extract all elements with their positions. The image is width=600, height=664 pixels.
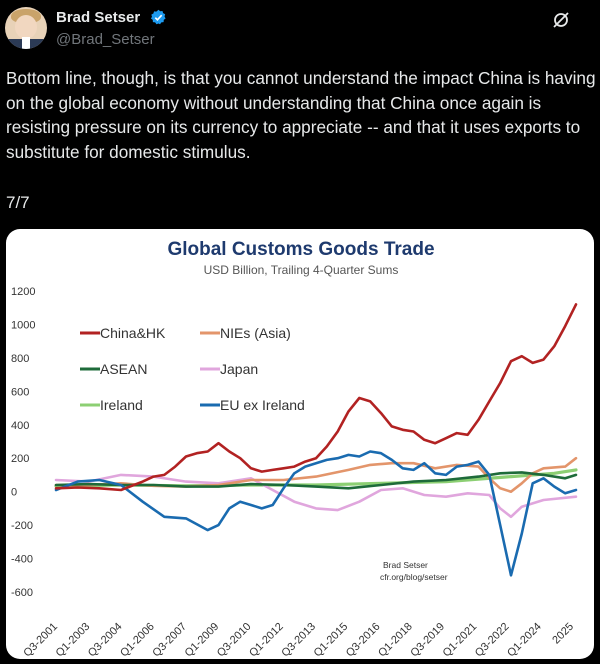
y-tick-label: 200: [11, 453, 29, 465]
x-tick-label: Q3-2004: [86, 621, 125, 659]
legend-label: NIEs (Asia): [220, 325, 291, 341]
y-tick-label: -600: [11, 587, 33, 599]
legend-label: ASEAN: [100, 361, 147, 377]
y-tick-label: 1200: [11, 286, 35, 298]
chart-annotation-url: cfr.org/blog/setser: [380, 572, 448, 582]
x-tick-label: Q3-2010: [215, 621, 254, 659]
x-tick-label: Q1-2015: [312, 621, 351, 659]
x-tick-label: Q3-2007: [150, 621, 189, 659]
legend-label: Ireland: [100, 397, 143, 413]
avatar[interactable]: [5, 7, 47, 49]
x-tick-label: Q3-2013: [279, 621, 318, 659]
chart-image[interactable]: Global Customs Goods Trade USD Billion, …: [6, 229, 594, 659]
chart-subtitle: USD Billion, Trailing 4-Quarter Sums: [204, 263, 399, 277]
thread-count: 7/7: [6, 193, 30, 212]
y-tick-label: -200: [11, 520, 33, 532]
verified-badge-icon: [150, 9, 166, 25]
x-tick-label: Q1-2018: [376, 621, 415, 659]
x-tick-label: Q1-2012: [247, 621, 286, 659]
x-tick-label: Q1-2006: [118, 621, 157, 659]
y-tick-label: -400: [11, 554, 33, 566]
legend-label: China&HK: [100, 325, 166, 341]
x-tick-label: Q1-2003: [54, 621, 93, 659]
y-tick-label: 800: [11, 353, 29, 365]
tweet-paragraph: Bottom line, though, is that you cannot …: [6, 68, 596, 162]
x-tick-label: Q3-2001: [21, 621, 60, 659]
x-tick-label: Q1-2009: [183, 621, 222, 659]
author-name[interactable]: Brad Setser: [56, 9, 141, 26]
grok-slash-icon[interactable]: [551, 10, 571, 30]
chart-annotation-author: Brad Setser: [383, 560, 428, 570]
x-tick-label: 2025: [550, 621, 576, 647]
chart-title: Global Customs Goods Trade: [167, 239, 434, 260]
y-tick-label: 0: [11, 487, 17, 499]
y-tick-label: 400: [11, 420, 29, 432]
series-line-china-hk: [54, 303, 578, 492]
x-tick-label: Q1-2021: [441, 621, 480, 659]
x-tick-label: Q3-2022: [473, 621, 512, 659]
y-tick-label: 600: [11, 386, 29, 398]
chart: Global Customs Goods Trade USD Billion, …: [11, 239, 578, 659]
x-tick-label: Q3-2016: [344, 621, 383, 659]
series-line-eu-ex-ireland: [54, 450, 578, 577]
legend-label: Japan: [220, 361, 258, 377]
legend-label: EU ex Ireland: [220, 397, 305, 413]
y-tick-label: 1000: [11, 319, 35, 331]
x-tick-label: Q1-2024: [505, 621, 544, 659]
x-tick-label: Q3-2019: [408, 621, 447, 659]
author-handle[interactable]: @Brad_Setser: [56, 31, 155, 48]
tweet-text: Bottom line, though, is that you cannot …: [6, 66, 596, 164]
series-line-japan: [54, 473, 578, 519]
series-line-asean: [54, 471, 578, 490]
